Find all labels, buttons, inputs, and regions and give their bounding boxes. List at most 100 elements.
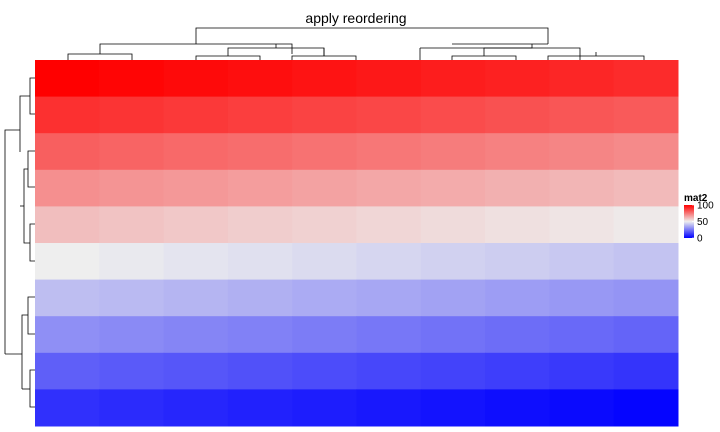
heatmap-cell: [549, 169, 615, 207]
heatmap-cell: [549, 206, 615, 244]
heatmap-cell: [356, 60, 422, 98]
heatmap-cell: [163, 389, 229, 427]
heatmap-cell: [99, 96, 165, 134]
heatmap-cell: [292, 389, 357, 427]
heatmap-cell: [613, 169, 679, 207]
heatmap-cell: [35, 279, 100, 317]
heatmap-cell: [485, 133, 550, 171]
heatmap-cell: [420, 316, 486, 354]
heatmap-cell: [613, 96, 679, 134]
heatmap-cell: [99, 169, 165, 207]
heatmap-cell: [485, 279, 550, 317]
heatmap-cell: [35, 316, 100, 354]
heatmap-cell: [292, 243, 357, 281]
chart-title: apply reordering: [305, 10, 406, 26]
heatmap-cell: [292, 60, 357, 98]
heatmap-cell: [420, 60, 486, 98]
heatmap-cell: [227, 206, 293, 244]
heatmap-cell: [549, 243, 615, 281]
heatmap-cell: [99, 206, 165, 244]
heatmap-cell: [356, 279, 422, 317]
heatmap-cell: [227, 389, 293, 427]
heatmap-cell: [549, 279, 615, 317]
heatmap-cell: [356, 169, 422, 207]
heatmap-cell: [613, 133, 679, 171]
heatmap-cell: [163, 133, 229, 171]
heatmap-cell: [35, 133, 100, 171]
heatmap-cell: [485, 60, 550, 98]
heatmap-cell: [485, 206, 550, 244]
heatmap-cell: [420, 389, 486, 427]
heatmap-cell: [163, 352, 229, 390]
heatmap-cell: [35, 60, 100, 98]
heatmap-cell: [356, 133, 422, 171]
heatmap-cell: [99, 279, 165, 317]
heatmap-cell: [35, 96, 100, 134]
heatmap-cell: [35, 206, 100, 244]
heatmap-cell: [163, 60, 229, 98]
heatmap-cell: [35, 389, 100, 427]
heatmap-cell: [99, 60, 165, 98]
heatmap-cell: [163, 316, 229, 354]
heatmap-cell: [356, 243, 422, 281]
heatmap-cell: [99, 352, 165, 390]
legend-title: mat2: [684, 193, 708, 204]
heatmap-cell: [613, 60, 679, 98]
heatmap-cell: [227, 352, 293, 390]
heatmap-cell: [549, 389, 615, 427]
heatmap-cell: [420, 133, 486, 171]
legend-tick-label: 100: [697, 201, 714, 212]
heatmap-cell: [356, 389, 422, 427]
heatmap-cell: [485, 96, 550, 134]
heatmap-cell: [356, 352, 422, 390]
heatmap-cell: [163, 206, 229, 244]
heatmap-cell: [549, 96, 615, 134]
heatmap-cell: [35, 243, 100, 281]
heatmap-cell: [549, 60, 615, 98]
heatmap-cell: [292, 352, 357, 390]
column-dendrogram: [67, 27, 645, 60]
heatmap-cell: [227, 133, 293, 171]
heatmap-cell: [485, 352, 550, 390]
heatmap-cell: [613, 316, 679, 354]
heatmap-cell: [485, 389, 550, 427]
heatmap-cell: [420, 243, 486, 281]
heatmap-cell: [292, 96, 357, 134]
heatmap-cell: [613, 279, 679, 317]
heatmap-cell: [613, 243, 679, 281]
heatmap-cell: [420, 206, 486, 244]
heatmap-cell: [292, 169, 357, 207]
heatmap-cell: [356, 206, 422, 244]
heatmap-cell: [227, 316, 293, 354]
legend-tick-label: 50: [697, 217, 709, 228]
heatmap-cell: [292, 206, 357, 244]
heatmap-cell: [35, 169, 100, 207]
heatmap-cell: [292, 279, 357, 317]
heatmap-cell: [99, 133, 165, 171]
heatmap-cell: [227, 96, 293, 134]
heatmap-cells: [35, 60, 679, 427]
heatmap-cell: [99, 316, 165, 354]
heatmap-cell: [227, 60, 293, 98]
legend-tick-label: 0: [697, 234, 703, 245]
heatmap-cell: [227, 169, 293, 207]
heatmap-cell: [613, 206, 679, 244]
heatmap-cell: [99, 243, 165, 281]
heatmap-cell: [420, 169, 486, 207]
row-dendrogram: [4, 77, 35, 408]
heatmap-cell: [613, 352, 679, 390]
heatmap-cell: [163, 279, 229, 317]
heatmap-cell: [356, 316, 422, 354]
heatmap-cell: [163, 243, 229, 281]
heatmap-cell: [420, 352, 486, 390]
heatmap-cell: [163, 96, 229, 134]
legend-color-bar: [684, 205, 694, 238]
heatmap-cell: [420, 96, 486, 134]
heatmap-cell: [485, 316, 550, 354]
heatmap-cell: [485, 169, 550, 207]
heatmap-cell: [227, 279, 293, 317]
heatmap-cell: [549, 316, 615, 354]
heatmap-cell: [227, 243, 293, 281]
heatmap-cell: [485, 243, 550, 281]
